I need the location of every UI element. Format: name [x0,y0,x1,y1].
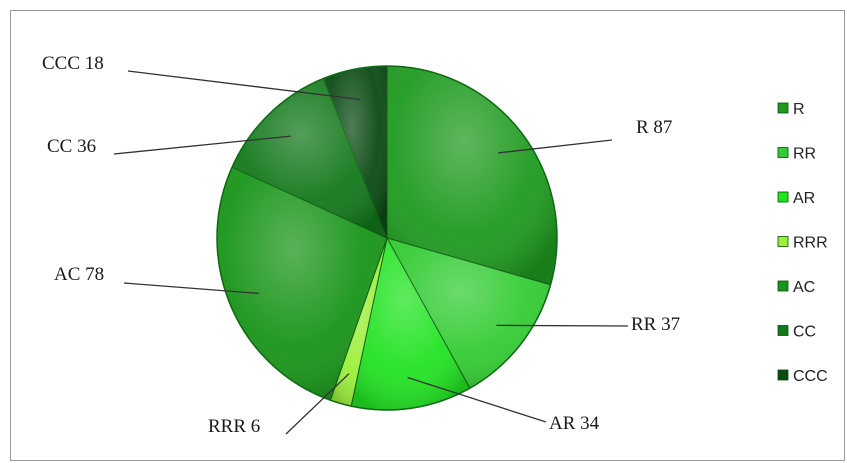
leader-line-ccc [127,70,361,101]
legend-label-ar: AR [793,190,815,207]
legend-label-r: R [793,101,805,118]
data-labels: R 87 RR 37 AR 34 RRR 6 AC 78 CC 36 CCC 18 [42,53,680,437]
leader-line-rrr [285,373,350,435]
data-label-rrr: RRR 6 [208,416,260,437]
data-label-cc: CC 36 [47,136,96,157]
pie-slices [216,65,558,411]
legend-swatch-ccc [777,369,789,381]
leader-line-ac [123,282,259,295]
legend-swatch-ac [777,280,789,292]
pie-slice-shading-ccc [323,66,387,238]
leader-line-ar [407,376,547,423]
legend-swatch-cc [777,325,789,336]
legend-swatch-ar [777,191,789,203]
leader-line-rr [496,324,629,327]
legend-swatch-rr [777,147,789,158]
legend-label-ac: AC [793,279,815,296]
pie-slice-shading-r [387,66,558,285]
legend-swatch-rrr [777,236,789,247]
leader-lines [113,70,629,435]
data-label-rr: RR 37 [631,314,680,335]
pie-slice-shading-cc [232,78,387,239]
data-label-ar: AR 34 [549,413,600,434]
leader-line-r [498,139,613,154]
pie-slice-shading-ar [351,238,470,411]
legend-label-rrr: RRR [793,235,828,252]
pie-slice-shading-rr [387,238,551,389]
data-label-r: R 87 [636,117,672,138]
pie-slice-shading-ac [217,167,387,401]
data-label-ccc: CCC 18 [42,53,104,74]
leader-line-cc [113,135,291,155]
legend-label-ccc: CCC [793,368,828,385]
legend-label-cc: CC [793,324,816,341]
legend-swatch-r [777,102,789,114]
legend-label-rr: RR [793,146,816,163]
data-label-ac: AC 78 [54,264,104,285]
pie-rim [216,65,558,411]
